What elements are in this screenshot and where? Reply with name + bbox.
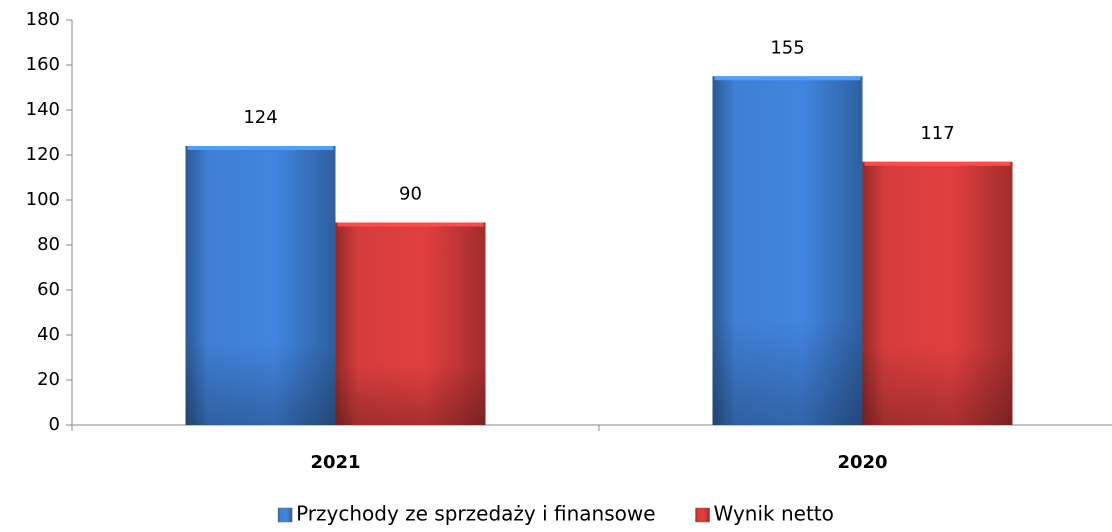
bar-bevel <box>864 161 1011 166</box>
y-tick-label: 140 <box>26 99 60 120</box>
bar-shade <box>335 222 486 425</box>
bar-group <box>335 222 486 425</box>
bar-group <box>712 76 863 425</box>
data-label: 90 <box>399 184 422 205</box>
bar-shade <box>185 146 336 425</box>
legend-label: Wynik netto <box>714 502 834 526</box>
y-tick-label: 20 <box>37 369 60 390</box>
y-tick-label: 160 <box>26 54 60 75</box>
y-tick-label: 0 <box>49 414 60 435</box>
y-tick-label: 100 <box>26 189 60 210</box>
data-label: 155 <box>770 37 804 58</box>
bar-bevel <box>187 146 334 150</box>
legend-label: Przychody ze sprzedaży i finansowe <box>296 502 655 526</box>
data-label: 124 <box>243 107 277 128</box>
x-tick-label: 2021 <box>310 452 360 473</box>
bar-group <box>862 161 1013 425</box>
y-tick-label: 80 <box>37 234 60 255</box>
x-tick-label: 2020 <box>837 452 887 473</box>
legend-swatch <box>695 507 710 523</box>
bar-group <box>185 146 336 425</box>
bar-shade <box>712 76 863 425</box>
y-tick-label: 180 <box>26 9 60 30</box>
bar-shade <box>862 161 1013 425</box>
y-tick-label: 120 <box>26 144 60 165</box>
y-tick-label: 60 <box>37 279 60 300</box>
bar-bevel <box>337 222 484 227</box>
y-tick-label: 40 <box>37 324 60 345</box>
legend-swatch <box>277 507 293 523</box>
bar-bevel <box>714 76 861 81</box>
data-label: 117 <box>920 123 954 144</box>
